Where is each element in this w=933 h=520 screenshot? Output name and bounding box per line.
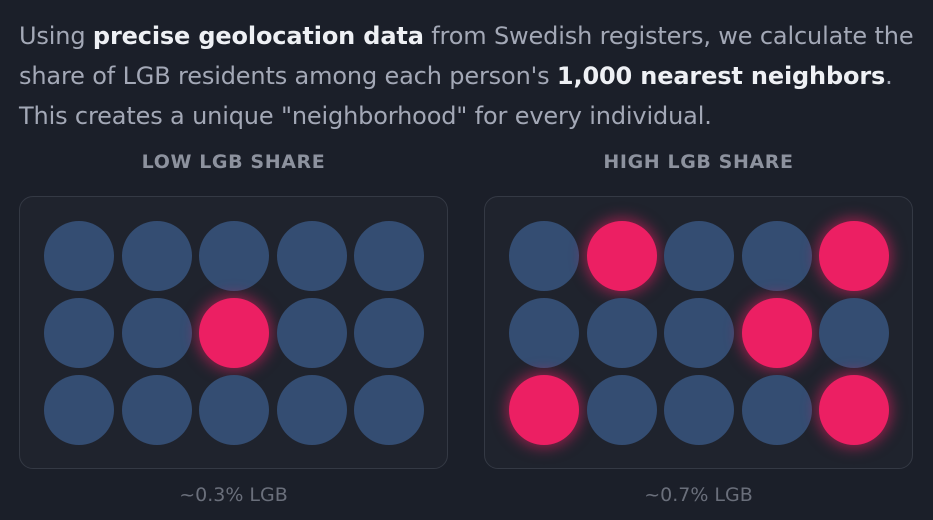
resident-dot <box>586 375 657 445</box>
intro-bold-neighbors: 1,000 nearest neighbors <box>556 62 886 90</box>
resident-dot <box>44 375 114 445</box>
resident-dot <box>741 375 812 445</box>
resident-dot <box>664 221 734 291</box>
resident-dot <box>199 221 269 291</box>
resident-dot <box>121 298 192 368</box>
resident-dot <box>121 375 192 445</box>
resident-dot <box>276 298 347 368</box>
neighborhood-grid-high <box>509 221 889 445</box>
panel-title-high: HIGH LGB SHARE <box>603 151 794 173</box>
intro-text-2: from Swedish registers, we calculate the… <box>19 22 914 90</box>
resident-dot <box>121 221 192 291</box>
resident-dot <box>44 298 114 368</box>
panel-title-low: LOW LGB SHARE <box>141 151 326 173</box>
neighborhood-grid-low <box>44 221 424 445</box>
resident-dot <box>354 221 424 291</box>
lgb-resident-dot <box>819 221 889 291</box>
lgb-resident-dot <box>199 298 269 368</box>
lgb-resident-dot <box>741 298 812 368</box>
resident-dot <box>664 375 734 445</box>
caption-high: ~0.7% LGB <box>644 484 753 506</box>
lgb-resident-dot <box>819 375 889 445</box>
intro-text-3: . This creates a unique "neighborhood" f… <box>19 62 893 130</box>
intro-bold-geolocation: precise geolocation data <box>92 22 424 50</box>
resident-dot <box>509 298 579 368</box>
resident-dot <box>586 298 657 368</box>
resident-dot <box>44 221 114 291</box>
resident-dot <box>509 221 579 291</box>
lgb-resident-dot <box>586 221 657 291</box>
intro-paragraph: Using precise geolocation data from Swed… <box>19 16 919 136</box>
caption-low: ~0.3% LGB <box>179 484 288 506</box>
intro-text-1: Using <box>19 22 93 50</box>
resident-dot <box>276 375 347 445</box>
panel-low-share <box>19 196 448 469</box>
lgb-resident-dot <box>509 375 579 445</box>
resident-dot <box>741 221 812 291</box>
resident-dot <box>276 221 347 291</box>
resident-dot <box>354 375 424 445</box>
resident-dot <box>354 298 424 368</box>
resident-dot <box>664 298 734 368</box>
resident-dot <box>819 298 889 368</box>
resident-dot <box>199 375 269 445</box>
panel-high-share <box>484 196 913 469</box>
